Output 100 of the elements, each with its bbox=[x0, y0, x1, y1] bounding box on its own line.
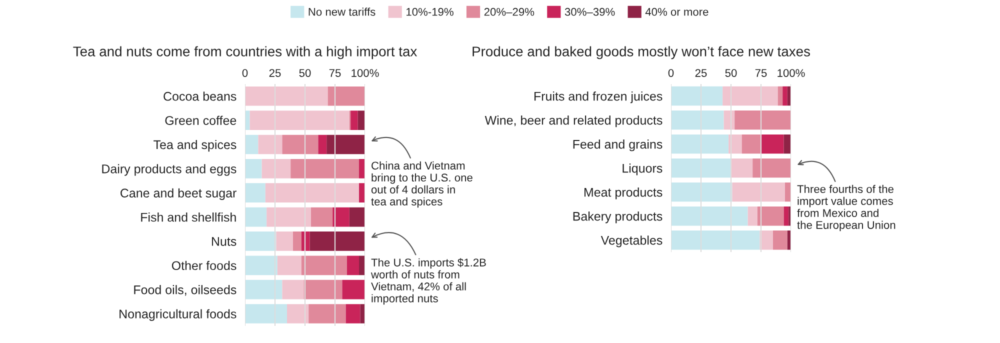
bar bbox=[287, 304, 309, 324]
bar bbox=[301, 232, 310, 251]
bar bbox=[318, 134, 327, 154]
bar bbox=[290, 159, 359, 178]
y-tick-label: Other foods bbox=[172, 260, 236, 270]
bar bbox=[760, 230, 773, 250]
bar bbox=[671, 230, 760, 250]
bar bbox=[782, 86, 788, 106]
y-tick-label: Tea and spices bbox=[154, 140, 236, 152]
bar bbox=[360, 304, 365, 324]
bar bbox=[245, 86, 328, 106]
y-tick-label: Cane and beet sugar bbox=[120, 188, 236, 200]
bar bbox=[346, 304, 360, 324]
bar bbox=[301, 256, 347, 276]
bar bbox=[245, 304, 287, 324]
bar bbox=[332, 207, 350, 227]
y-tick-label: Liquors bbox=[622, 164, 662, 176]
x-tick-label: 75 bbox=[755, 69, 767, 77]
text: The U.S. imports $1.2B worth of nuts from Vietnam, 42% of all imported nuts bbox=[370, 258, 486, 305]
bar bbox=[761, 134, 784, 154]
x-tick-label: 75 bbox=[329, 69, 341, 77]
bar bbox=[784, 206, 789, 226]
bar bbox=[262, 159, 291, 178]
bar bbox=[308, 304, 346, 324]
bar bbox=[293, 232, 302, 251]
chart-title: Produce and baked goods mostly won’t face new taxes bbox=[472, 46, 810, 60]
text: Three fourths of the import value comes from Mexico and the European Union bbox=[797, 184, 896, 232]
bar bbox=[347, 256, 359, 276]
bar bbox=[728, 134, 742, 154]
x-tick-label: 0 bbox=[242, 69, 248, 77]
bar bbox=[734, 110, 791, 130]
bar bbox=[785, 182, 791, 202]
bar bbox=[342, 280, 365, 300]
bar bbox=[722, 86, 778, 106]
bar bbox=[350, 110, 358, 130]
bar bbox=[671, 158, 731, 178]
bar bbox=[752, 158, 791, 178]
text: China and Vietnam bring to the U.S. one out of 4 dollars in tea and spices bbox=[371, 161, 472, 208]
legend-label: No new tariffs bbox=[308, 8, 376, 16]
y-tick-label: Cocoa beans bbox=[164, 92, 236, 101]
bar bbox=[250, 110, 350, 130]
bar bbox=[245, 159, 262, 178]
bar bbox=[326, 134, 365, 154]
bar bbox=[742, 134, 761, 154]
y-tick-label: Feed and grains bbox=[573, 140, 662, 152]
bar bbox=[359, 159, 365, 178]
bar bbox=[310, 232, 365, 251]
bar bbox=[245, 256, 278, 276]
bar bbox=[245, 207, 267, 227]
legend-label: 30%‒39% bbox=[564, 8, 615, 16]
x-tick-label: 100% bbox=[352, 69, 379, 77]
bar bbox=[671, 110, 724, 130]
x-tick-label: 100% bbox=[778, 69, 805, 77]
bar bbox=[328, 86, 365, 106]
bar bbox=[757, 206, 784, 226]
bar bbox=[732, 182, 785, 202]
bar bbox=[311, 207, 333, 227]
y-tick-label: Meat products bbox=[584, 188, 662, 200]
bar bbox=[282, 134, 318, 154]
bar bbox=[731, 158, 753, 178]
bar bbox=[245, 280, 282, 300]
bar bbox=[671, 182, 732, 202]
x-tick-label: 50 bbox=[725, 69, 737, 77]
bar bbox=[304, 280, 342, 300]
y-tick-label: Fish and shellfish bbox=[141, 212, 236, 222]
y-tick-label: Food oils, oilseeds bbox=[134, 285, 236, 296]
chart-title: Tea and nuts come from countries with a high import tax bbox=[73, 46, 418, 60]
bar bbox=[349, 207, 365, 227]
bar bbox=[277, 256, 302, 276]
bar bbox=[359, 256, 365, 276]
bar bbox=[276, 232, 293, 251]
legend-label: 10%-19% bbox=[406, 8, 454, 16]
bar bbox=[282, 280, 304, 300]
bar bbox=[671, 134, 729, 154]
x-tick-label: 25 bbox=[695, 69, 707, 77]
bar bbox=[245, 183, 266, 203]
legend-label: 20%‒29% bbox=[484, 8, 534, 16]
bar bbox=[265, 183, 359, 203]
legend-label: 40% or more bbox=[645, 8, 708, 16]
bar bbox=[245, 232, 276, 251]
bar bbox=[778, 86, 783, 106]
y-tick-label: Dairy products and eggs bbox=[102, 164, 236, 176]
y-tick-label: Wine, beer and related products bbox=[484, 116, 662, 128]
bar bbox=[245, 110, 250, 130]
y-tick-label: Vegetables bbox=[600, 236, 662, 248]
bar bbox=[773, 230, 788, 250]
x-tick-label: 0 bbox=[668, 69, 674, 77]
y-tick-label: Fruits and frozen juices bbox=[534, 92, 662, 104]
y-tick-label: Bakery products bbox=[573, 212, 662, 224]
bar bbox=[358, 110, 365, 130]
x-tick-label: 25 bbox=[269, 69, 281, 77]
bar bbox=[671, 86, 723, 106]
bar bbox=[258, 134, 282, 154]
y-tick-label: Nuts bbox=[212, 237, 236, 246]
bar bbox=[671, 206, 748, 226]
bar bbox=[245, 134, 258, 154]
y-tick-label: Green coffee bbox=[165, 116, 236, 125]
bar bbox=[266, 207, 311, 227]
y-tick-label: Nonagricultural foods bbox=[120, 309, 236, 321]
bar bbox=[748, 206, 758, 226]
